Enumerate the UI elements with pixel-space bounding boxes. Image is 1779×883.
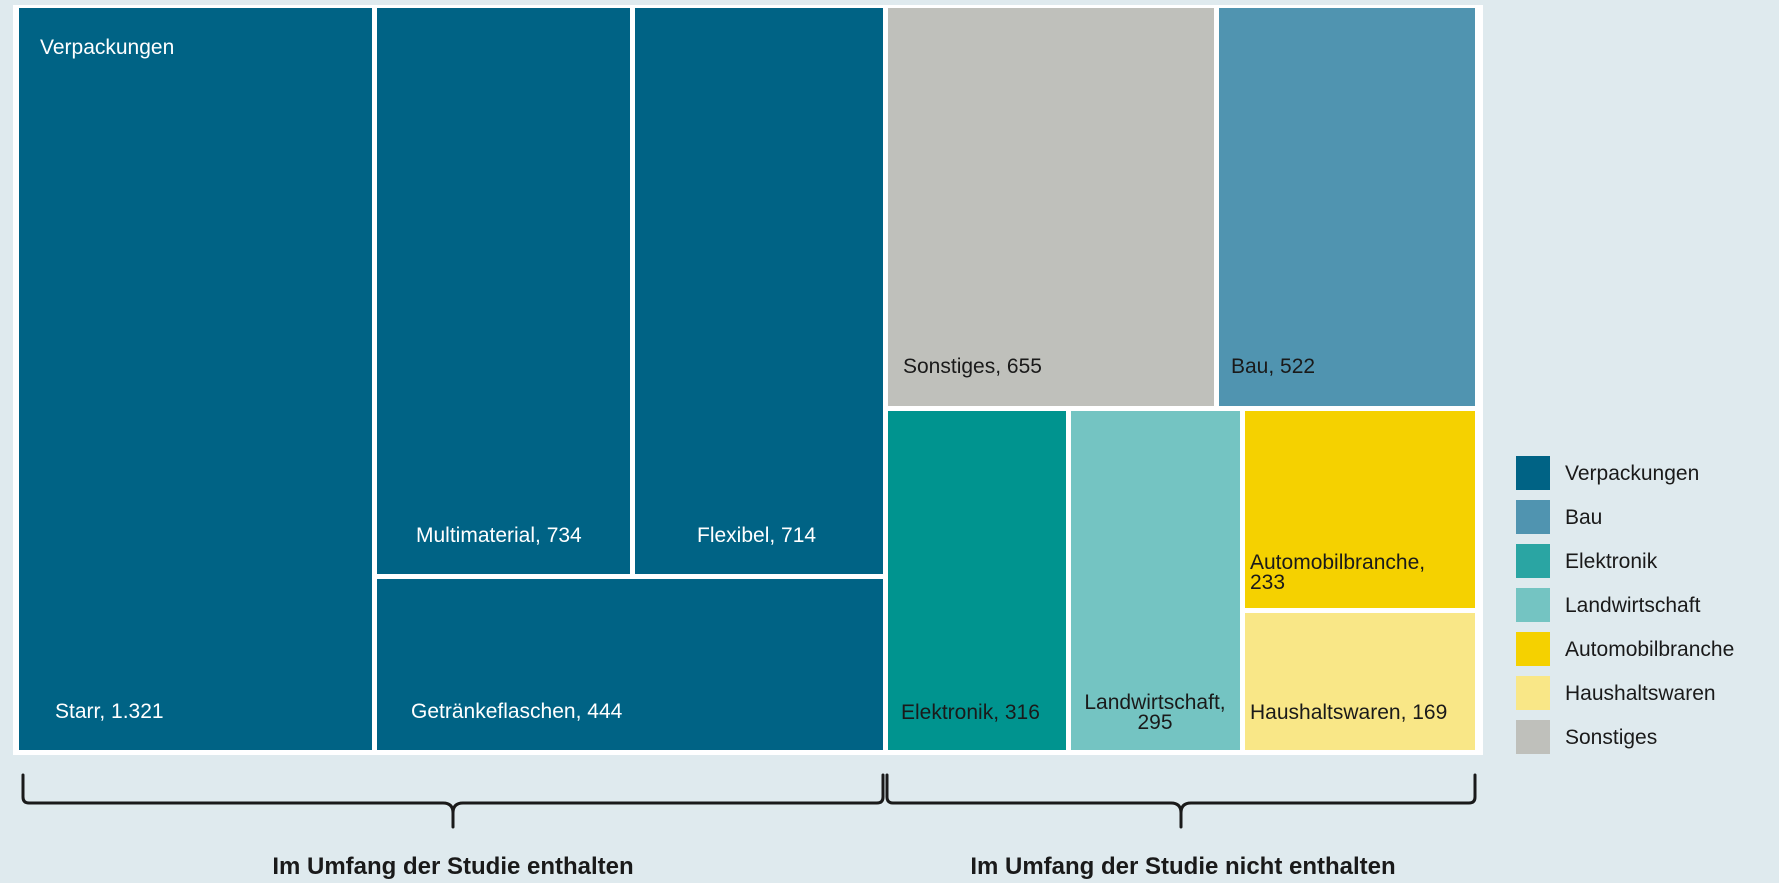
legend-swatch-elektronik — [1516, 544, 1550, 578]
bracket-label-included: Im Umfang der Studie enthalten — [272, 853, 633, 880]
tile-label-bau: Bau, 522 — [1231, 355, 1315, 378]
brace-excluded — [885, 773, 1477, 829]
tile-sonstiges — [888, 8, 1214, 406]
legend-label-verpackungen: Verpackungen — [1565, 462, 1699, 485]
legend-label-landwirtschaft: Landwirtschaft — [1565, 594, 1701, 617]
tile-label-multimaterial: Multimaterial, 734 — [416, 524, 582, 547]
legend-swatch-landwirtschaft — [1516, 588, 1550, 622]
legend-swatch-verpackungen — [1516, 456, 1550, 490]
legend-label-sonstiges: Sonstiges — [1565, 726, 1657, 749]
tile-label-automobilbranche: Automobilbranche, 233 — [1250, 551, 1425, 594]
bracket-included: Im Umfang der Studie enthalten — [21, 773, 885, 880]
tile-label-starr: Starr, 1.321 — [55, 700, 164, 723]
legend: Verpackungen Bau Elektronik Landwirtschaft A… — [1516, 456, 1734, 754]
group-title-verpackungen: Verpackungen — [40, 36, 174, 59]
tile-flexibel — [635, 8, 883, 574]
tile-label-flexibel: Flexibel, 714 — [697, 524, 816, 547]
tile-starr — [19, 8, 372, 750]
tile-label-sonstiges: Sonstiges, 655 — [903, 355, 1042, 378]
bracket-excluded: Im Umfang der Studie nicht enthalten — [885, 773, 1477, 880]
tile-label-elektronik: Elektronik, 316 — [901, 701, 1040, 724]
legend-swatch-bau — [1516, 500, 1550, 534]
bracket-label-excluded: Im Umfang der Studie nicht enthalten — [970, 853, 1395, 880]
tile-haushaltswaren — [1245, 613, 1475, 750]
tile-multimaterial — [377, 8, 630, 574]
legend-label-haushaltswaren: Haushaltswaren — [1565, 682, 1716, 705]
tile-bau — [1219, 8, 1475, 406]
legend-swatch-automobilbranche — [1516, 632, 1550, 666]
legend-label-automobilbranche: Automobilbranche — [1565, 638, 1734, 661]
tile-label-haushaltswaren: Haushaltswaren, 169 — [1250, 701, 1447, 724]
tile-automobilbranche — [1245, 411, 1475, 608]
tile-label-getraenkeflaschen: Getränkeflaschen, 444 — [411, 700, 623, 723]
legend-swatch-sonstiges — [1516, 720, 1550, 754]
tile-landwirtschaft — [1071, 411, 1240, 750]
legend-swatch-haushaltswaren — [1516, 676, 1550, 710]
brace-included — [21, 773, 885, 829]
treemap-tiles: Starr, 1.321 Multimaterial, 734 Flexibel, … — [19, 8, 1475, 750]
tile-label-landwirtschaft: Landwirtschaft, 295 — [1084, 691, 1225, 734]
legend-label-bau: Bau — [1565, 506, 1602, 529]
legend-label-elektronik: Elektronik — [1565, 550, 1658, 573]
tile-elektronik — [888, 411, 1066, 750]
tile-getraenkeflaschen — [377, 579, 883, 750]
